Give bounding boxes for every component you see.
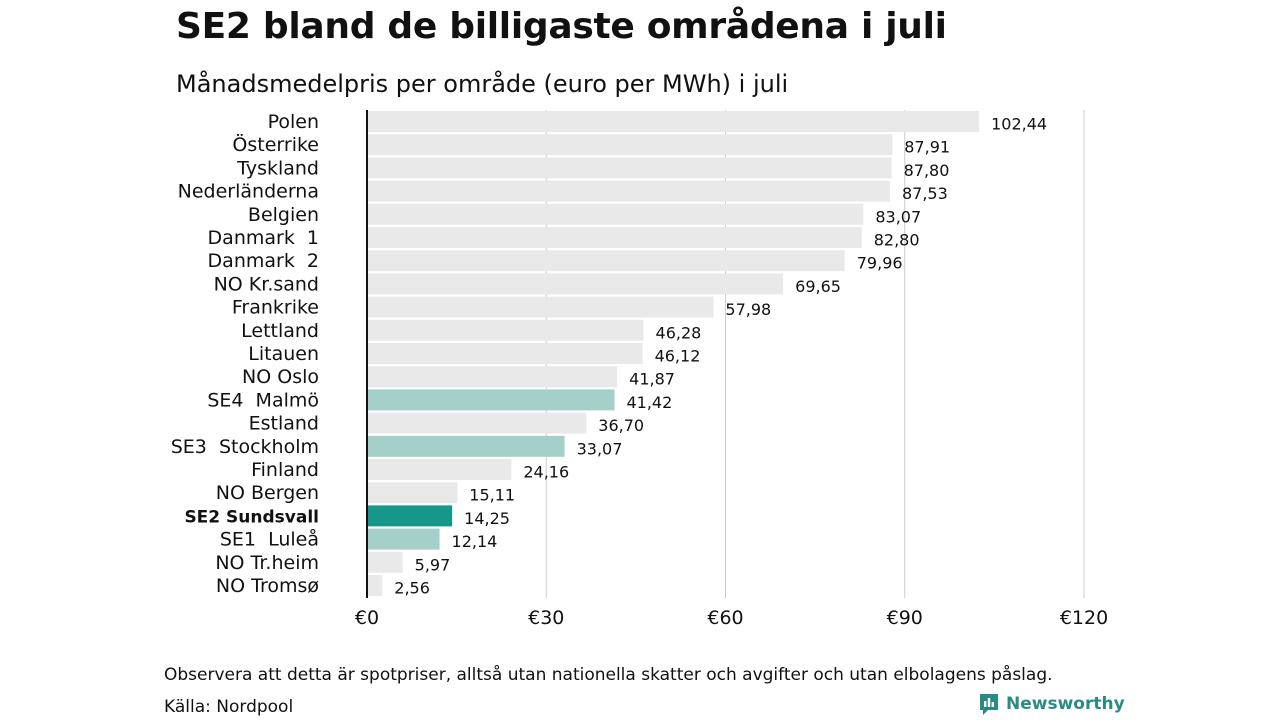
value-label: 69,65	[795, 277, 841, 296]
category-label: SE3 Stockholm	[171, 436, 319, 458]
value-label: 12,14	[452, 532, 498, 551]
bar-chart: €0 €30 €60 €90 €120 Polen 102,44 Österrike 87,91…	[171, 110, 1108, 629]
value-label: 46,12	[655, 347, 701, 366]
bar	[367, 111, 980, 132]
bar	[367, 412, 587, 434]
bar	[367, 343, 643, 364]
value-label: 57,98	[725, 300, 771, 319]
value-label: 14,25	[464, 509, 510, 528]
value-label: 87,91	[904, 138, 950, 157]
category-label: NO Tr.heim	[215, 552, 319, 574]
category-label: NO Bergen	[216, 482, 319, 504]
labels: €0 €30 €60 €90 €120 Polen 102,44 Österrike 87,91…	[171, 111, 1108, 629]
bar	[367, 459, 512, 480]
brand-logo[interactable]: Newsworthy	[978, 692, 1125, 716]
value-label: 5,97	[415, 555, 451, 574]
value-label: 87,53	[902, 184, 948, 203]
bar	[367, 551, 403, 573]
value-label: 41,42	[626, 393, 672, 412]
bars	[367, 111, 980, 596]
bar	[367, 273, 784, 295]
category-label: Danmark 2	[208, 250, 319, 272]
source-note: Källa: Nordpool	[164, 697, 294, 717]
category-label: Belgien	[248, 204, 319, 226]
value-label: 102,44	[991, 115, 1047, 134]
category-label: Österrike	[232, 133, 319, 156]
value-label: 79,96	[857, 254, 903, 273]
category-label: Finland	[251, 459, 319, 481]
footnote: Observera att detta är spotpriser, allts…	[164, 665, 1053, 685]
category-label: Litauen	[248, 343, 319, 365]
value-label: 24,16	[523, 463, 569, 482]
category-label: SE4 Malmö	[207, 389, 319, 411]
x-tick-label: €60	[707, 607, 743, 629]
chart-subtitle: Månadsmedelpris per område (euro per MWh…	[176, 70, 789, 98]
value-label: 41,87	[629, 370, 675, 389]
value-label: 46,28	[656, 323, 702, 342]
category-label: NO Kr.sand	[214, 273, 319, 295]
x-tick-label: €120	[1060, 607, 1108, 629]
category-label: Tyskland	[236, 157, 319, 179]
value-label: 2,56	[394, 579, 430, 598]
bar	[367, 505, 453, 527]
category-label: SE2 Sundsvall	[184, 507, 319, 527]
bar	[367, 227, 862, 248]
bar	[367, 250, 845, 272]
category-label: Estland	[249, 413, 319, 435]
category-label: NO Tromsø	[216, 575, 319, 597]
bar	[367, 389, 615, 411]
value-label: 82,80	[874, 231, 920, 250]
bar	[367, 319, 644, 341]
value-label: 36,70	[598, 416, 644, 435]
category-label: Polen	[268, 111, 319, 133]
bar	[367, 435, 565, 457]
newsworthy-logo-icon	[980, 694, 998, 715]
category-label: NO Oslo	[242, 366, 319, 388]
category-label: Lettland	[241, 320, 319, 342]
x-tick-label: €30	[528, 607, 564, 629]
brand-name: Newsworthy	[1006, 694, 1125, 714]
bar	[367, 203, 864, 225]
x-tick-label: €0	[355, 607, 379, 629]
value-label: 15,11	[469, 486, 515, 505]
category-label: Danmark 1	[208, 227, 319, 249]
value-label: 83,07	[875, 207, 921, 226]
category-label: SE1 Luleå	[220, 528, 319, 551]
bar	[367, 134, 893, 156]
value-label: 33,07	[577, 439, 623, 458]
bar	[367, 575, 383, 596]
x-tick-label: €90	[887, 607, 923, 629]
bar	[367, 180, 890, 202]
value-label: 87,80	[904, 161, 950, 180]
bar	[367, 482, 458, 504]
bar	[367, 366, 618, 388]
chart-title: SE2 bland de billigaste områdena i juli	[176, 6, 947, 47]
bar	[367, 157, 892, 179]
bar	[367, 528, 440, 550]
bar	[367, 296, 714, 318]
category-label: Frankrike	[232, 297, 319, 319]
category-label: Nederländerna	[178, 181, 319, 203]
